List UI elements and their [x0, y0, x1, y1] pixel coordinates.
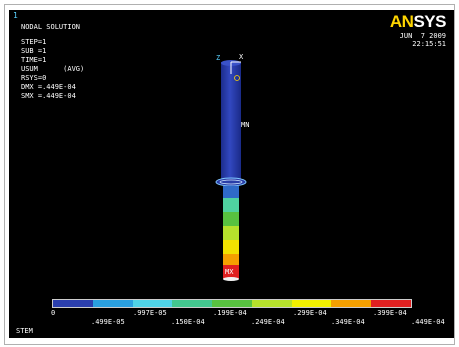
- window-number: 1: [13, 11, 18, 20]
- legend-tick: .449E-04: [411, 318, 445, 326]
- legend-swatch-4: [212, 300, 252, 307]
- legend-swatch-6: [291, 300, 332, 307]
- contour-legend-bar: [52, 299, 412, 308]
- max-marker: MX: [225, 268, 234, 276]
- legend-swatch-8: [371, 300, 412, 307]
- legend-swatch-3: [172, 300, 213, 307]
- triad-z-label: Z: [216, 54, 221, 62]
- legend-tick: .249E-04: [251, 318, 285, 326]
- collar: [215, 177, 247, 187]
- time-text: 22:15:51: [412, 40, 446, 48]
- legend-tick: .399E-04: [373, 309, 407, 317]
- model-name: STEM: [16, 327, 33, 335]
- time-line: TIME=1: [21, 56, 47, 64]
- triad-x-label: X: [239, 53, 244, 61]
- legend-swatch-2: [132, 300, 173, 307]
- legend-tick: .499E-05: [91, 318, 125, 326]
- legend-tick: .349E-04: [331, 318, 365, 326]
- smx-line: SMX =.449E-04: [21, 92, 76, 100]
- legend-swatch-0: [53, 300, 93, 307]
- legend-tick: 0: [51, 309, 56, 317]
- lower-shaft: [223, 186, 239, 281]
- plot-title: NODAL SOLUTION: [21, 23, 81, 31]
- min-marker: MN: [241, 121, 250, 129]
- dmx-line: DMX =.449E-04: [21, 83, 76, 91]
- legend-tick: .199E-04: [213, 309, 247, 317]
- sub-line: SUB =1: [21, 47, 47, 55]
- legend-tick: .150E-04: [171, 318, 205, 326]
- coordinate-triad: [230, 61, 241, 81]
- usum-line: USUM (AVG): [21, 65, 85, 73]
- rsys-line: RSYS=0: [21, 74, 47, 82]
- upper-shaft: [221, 60, 241, 182]
- stem-model: [215, 60, 247, 281]
- timestamp: JUN 7 2009 22:15:51: [400, 32, 446, 48]
- step-line: STEP=1: [21, 38, 47, 46]
- graphics-viewport[interactable]: 1 NODAL SOLUTION STEP=1 SUB =1 TIME=1 US…: [9, 10, 454, 338]
- legend-swatch-1: [92, 300, 133, 307]
- date-text: JUN 7 2009: [399, 32, 446, 40]
- legend-tick: .299E-04: [293, 309, 327, 317]
- legend-swatch-7: [331, 300, 372, 307]
- ansys-logo: ANSYS: [389, 12, 447, 31]
- legend-tick: .997E-05: [133, 309, 167, 317]
- legend-swatch-5: [251, 300, 292, 307]
